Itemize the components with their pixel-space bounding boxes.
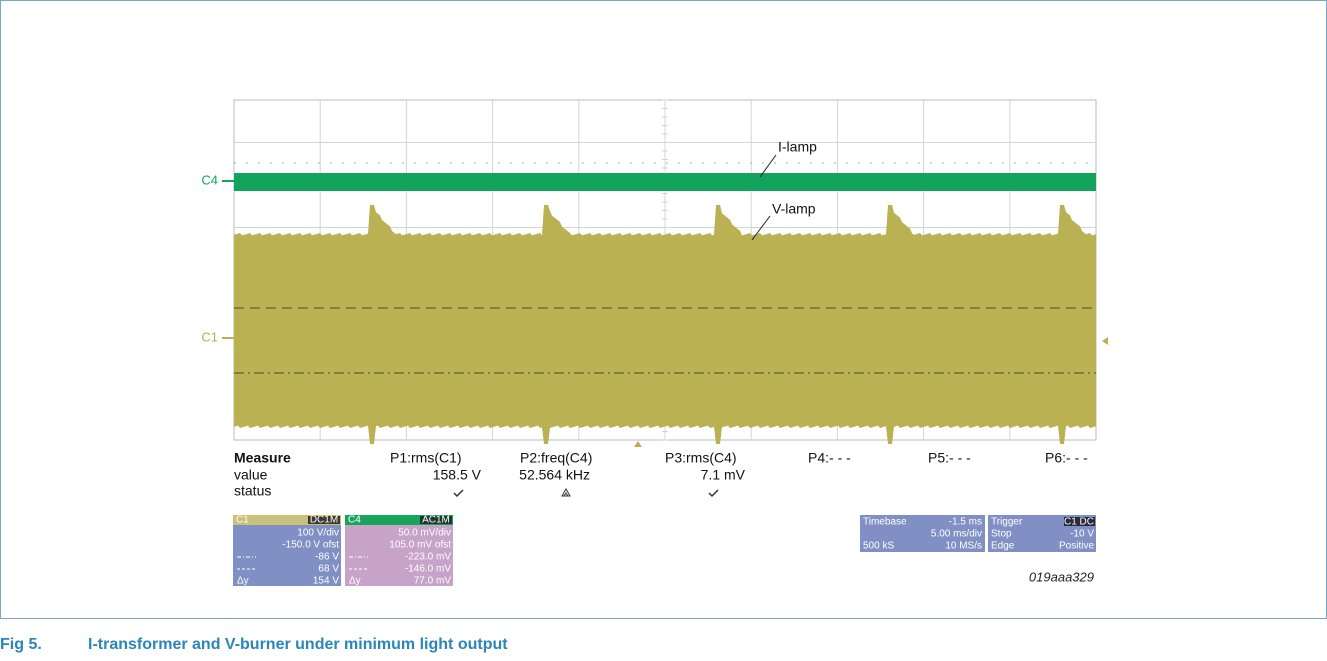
measure-value: 7.1 mV: [701, 467, 746, 483]
box-row: -10 V: [1070, 529, 1094, 540]
box-row: -223.0 mV: [405, 552, 451, 563]
c1-trace: [234, 205, 1096, 444]
box-row: 68 V: [318, 564, 339, 575]
box-row: Positive: [1059, 541, 1094, 552]
c1-box: C1 DC1M 100 V/div -150.0 V ofst -86 V 68…: [233, 515, 341, 587]
status-warn: [561, 487, 571, 497]
box: [345, 515, 453, 586]
row-label: value: [234, 467, 268, 483]
leader-line: [759, 154, 777, 178]
c4-trace: [234, 173, 1096, 191]
box-row: 5.00 ms/div: [931, 529, 982, 540]
box-row: -150.0 V ofst: [282, 540, 339, 551]
timebase-box: Timebase -1.5 ms 5.00 ms/div 500 kS 10 M…: [860, 515, 985, 552]
c4-box: C4 AC1M 50.0 mV/div 105.0 mV ofst -223.0…: [345, 515, 453, 587]
badge-text: AC1M: [422, 515, 450, 526]
figure-code: 019aaa329: [1029, 569, 1094, 584]
badge-text: DC1M: [310, 515, 338, 526]
box-title: Timebase: [863, 517, 907, 528]
box-row: -86 V: [315, 552, 339, 563]
box-row: 500 kS: [863, 541, 894, 552]
box-row: Edge: [991, 541, 1015, 552]
status-ok: [453, 489, 464, 498]
measure-title: Measure: [234, 450, 291, 466]
badge: [420, 516, 452, 524]
box-title: C1: [236, 515, 249, 526]
box-header: [345, 515, 453, 525]
box-row: 50.0 mV/div: [398, 528, 451, 539]
status-ok: [708, 489, 719, 498]
box-row: Stop: [991, 529, 1012, 540]
box-title: Trigger: [991, 517, 1023, 528]
box-row: 105.0 mV ofst: [389, 540, 451, 551]
box-row: 154 V: [313, 576, 339, 587]
measure-name: P3:rms(C4): [665, 450, 737, 466]
delta-label: Δy: [237, 576, 249, 587]
box-row: 100 V/div: [297, 528, 339, 539]
annotation: I-lamp: [778, 139, 817, 155]
annotation: V-lamp: [772, 201, 816, 217]
scope-screen: C4 C1 I-lamp V-lamp: [201, 99, 1108, 447]
trigger-level-marker: [1102, 337, 1108, 345]
trigger-position-marker: [634, 441, 642, 447]
trigger-box: Trigger C1 DC Stop -10 V Edge Positive: [988, 515, 1096, 552]
box-row: -1.5 ms: [949, 517, 982, 528]
badge: [1064, 517, 1095, 526]
box: [860, 515, 985, 552]
caption-text: I-transformer and V-burner under minimum…: [88, 636, 508, 653]
measure-value: 158.5 V: [433, 467, 482, 483]
box-row: -146.0 mV: [405, 564, 451, 575]
leader-line: [751, 215, 771, 241]
c4-label: C4: [201, 172, 218, 187]
c1-label: C1: [201, 329, 218, 344]
delta-label: Δy: [349, 576, 361, 587]
measure-name: P4:- - -: [808, 450, 851, 466]
box-row: 10 MS/s: [945, 541, 982, 552]
measure-value: 52.564 kHz: [519, 467, 590, 483]
measure-name: P5:- - -: [928, 450, 971, 466]
measure-name: P2:freq(C4): [520, 450, 592, 466]
badge: [308, 516, 340, 524]
caption-number: Fig 5.: [0, 636, 42, 653]
box: [233, 515, 341, 586]
row-label: status: [234, 483, 271, 499]
badge-text: C1 DC: [1064, 517, 1094, 528]
measure-table: Measure value status P1:rms(C1) P2:freq(…: [234, 450, 1088, 499]
measure-name: P1:rms(C1): [390, 450, 462, 466]
box-row: 77.0 mV: [414, 576, 452, 587]
measure-name: P6:- - -: [1045, 450, 1088, 466]
box-header: [233, 515, 341, 525]
box-title: C4: [348, 515, 361, 526]
